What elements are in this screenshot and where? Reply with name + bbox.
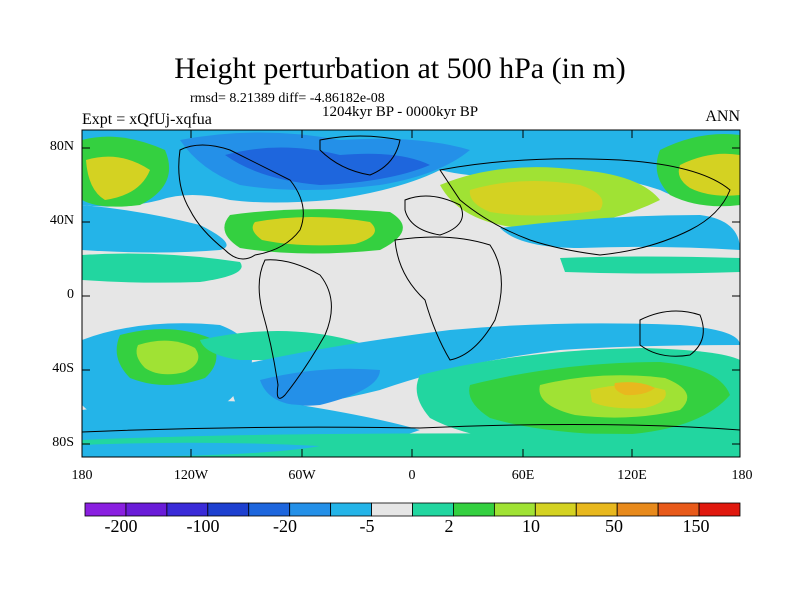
colorbar-swatch [616, 502, 659, 517]
colorbar-label: -200 [104, 516, 138, 536]
contour-region [86, 156, 150, 200]
contour-region [500, 215, 740, 250]
colorbar-swatch [453, 502, 495, 517]
lon-label-120w: 120W [173, 468, 209, 483]
contour-region [678, 153, 740, 196]
colorbar-label: -5 [359, 516, 375, 536]
contour-region [469, 181, 603, 216]
colorbar-swatch [166, 502, 209, 517]
coastline-south-america [258, 259, 332, 399]
colorbar-label: 2 [444, 516, 454, 536]
coastlines [82, 135, 740, 433]
colorbar-swatch [657, 502, 700, 517]
contour-region [82, 253, 242, 283]
lon-label-60w: 60W [288, 468, 316, 483]
coastline-australia [639, 310, 704, 357]
axis-ticks [82, 130, 740, 457]
lat-label-0: 0 [67, 287, 74, 302]
colorbar-label: 50 [605, 516, 623, 536]
colorbar-label: 10 [522, 516, 540, 536]
contour-region [82, 205, 227, 253]
lon-label-0: 0 [408, 468, 416, 483]
colorbar-swatch [125, 502, 168, 517]
colorbar-swatch [330, 502, 372, 517]
colorbar-swatch [207, 502, 250, 517]
colorbar-label: -20 [273, 516, 297, 536]
map-title: Height perturbation at 500 hPa (in m) [174, 52, 626, 85]
contour-region [614, 382, 655, 396]
lat-label-40s: 40S [52, 361, 74, 376]
colorbar-swatch [289, 502, 332, 517]
lat-label-80n: 80N [49, 139, 74, 154]
coastline-antarctica [82, 423, 740, 433]
period-subtitle: 1204kyr BP - 0000kyr BP [322, 104, 479, 120]
colorbar-swatch [248, 502, 291, 517]
colorbar-swatch [575, 502, 618, 517]
coastline-greenland [319, 135, 401, 176]
colorbar-label: 150 [682, 516, 710, 536]
contour-field [82, 130, 740, 457]
coastline-africa [394, 236, 502, 361]
coastline-europe [404, 195, 463, 236]
lon-label-60e: 60E [511, 468, 535, 483]
contour-region [225, 147, 430, 185]
experiment-label: Expt = xQfUj-xqfua [82, 111, 212, 128]
colorbar [84, 502, 741, 517]
season-label: ANN [705, 108, 740, 125]
lat-label-40n: 40N [49, 213, 74, 228]
contour-region [82, 442, 320, 457]
stats-text: rmsd= 8.21389 diff= -4.86182e-08 [190, 91, 385, 106]
lon-label-180e: 180 [731, 468, 753, 483]
colorbar-swatch [698, 502, 741, 517]
colorbar-swatch [493, 502, 536, 517]
coastline-asia [439, 158, 731, 256]
contour-region [136, 340, 199, 375]
colorbar-swatch [371, 502, 413, 517]
colorbar-label: -100 [186, 516, 220, 536]
lon-label-120e: 120E [617, 468, 647, 483]
colorbar-swatch [412, 502, 454, 517]
contour-region [252, 217, 375, 246]
contour-region [560, 256, 740, 274]
lon-label-180w: 180 [71, 468, 93, 483]
colorbar-swatch [534, 502, 577, 517]
coastline-north-america [178, 144, 304, 260]
lat-label-80s: 80S [52, 435, 74, 450]
contour-region [260, 368, 380, 406]
map-frame [81, 129, 741, 458]
colorbar-swatch [84, 502, 127, 517]
